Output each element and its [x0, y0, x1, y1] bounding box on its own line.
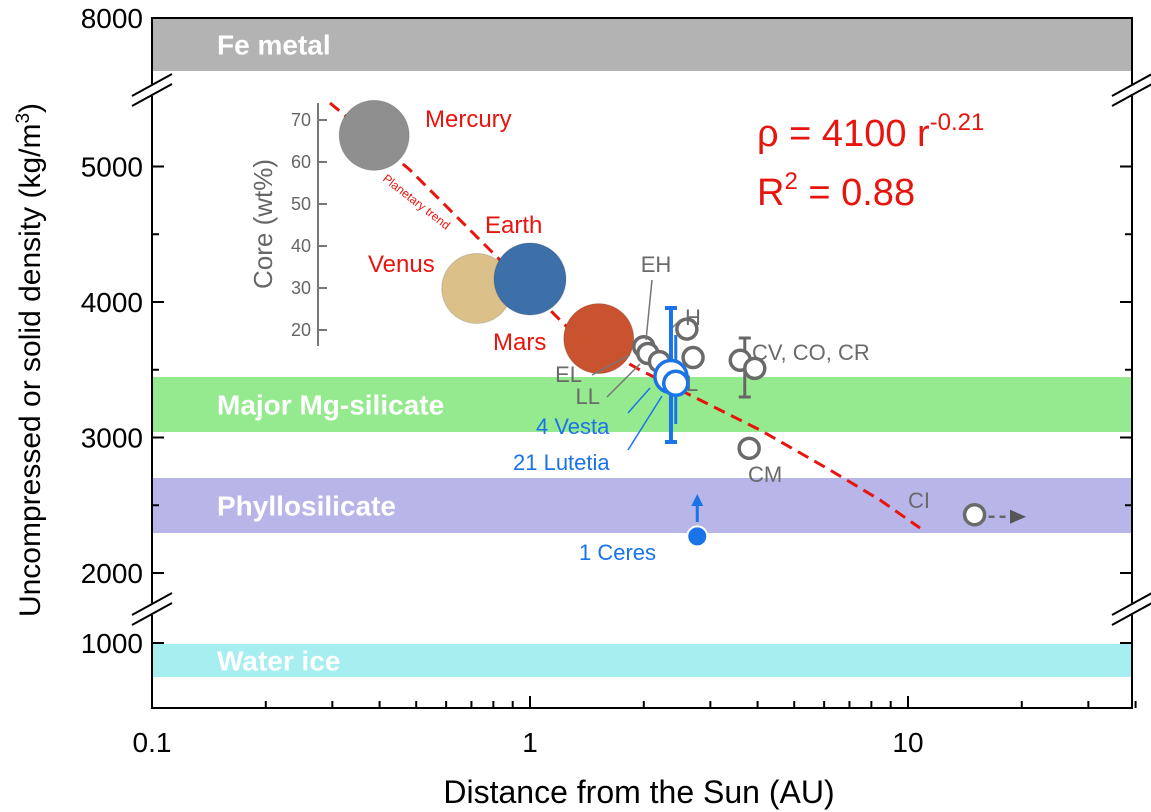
axis-break-gap — [148, 603, 156, 615]
x-tick-label: 1 — [522, 727, 538, 758]
band-label-0: Fe metal — [217, 30, 331, 61]
meteorite-label: CV, CO, CR — [752, 340, 870, 365]
meteorite-label: L — [686, 371, 698, 396]
svg-text:ρ = 4100 r-0.21: ρ = 4100 r-0.21 — [757, 109, 984, 155]
core-tick-label: 30 — [291, 278, 311, 298]
asteroid-leader — [627, 387, 651, 414]
asteroid-label: 21 Lutetia — [513, 450, 610, 475]
core-tick-label: 50 — [291, 194, 311, 214]
planet-mercury — [338, 99, 410, 171]
meteorite-label: LL — [576, 384, 600, 409]
axis-break-mark — [1111, 73, 1151, 97]
x-tick-label: 10 — [892, 727, 923, 758]
planet-label-earth: Earth — [485, 212, 542, 239]
axis-break-mark — [1111, 83, 1151, 107]
plot-frame — [151, 17, 1133, 709]
band-0 — [152, 18, 1132, 71]
meteorite-leader — [591, 354, 631, 376]
meteorite-leader — [645, 279, 653, 341]
axis-break-mark — [131, 73, 173, 97]
meteorite-h — [675, 317, 699, 341]
planet-mars — [563, 303, 635, 375]
asteroid-ceres — [686, 525, 709, 548]
band-label-3: Water ice — [217, 646, 340, 677]
y-tick-label: 4000 — [81, 287, 143, 318]
ci-arrow-head — [1010, 509, 1026, 524]
x-axis-label: Distance from the Sun (AU) — [443, 774, 834, 810]
y-tick-label: 3000 — [81, 423, 143, 454]
core-tick-label: 60 — [291, 152, 311, 172]
asteroid-label: 4 Vesta — [536, 414, 610, 439]
core-tick-label: 70 — [291, 110, 311, 130]
y-tick-label: 8000 — [81, 3, 143, 34]
meteorite-l — [681, 345, 705, 370]
meteorite-leader — [606, 363, 641, 398]
asteroid-lutetia — [662, 369, 690, 398]
core-axis-label: Core (wt%) — [248, 159, 278, 289]
meteorite-label: EL — [555, 362, 582, 387]
axis-break-gap — [1128, 84, 1136, 96]
core-inset: 70 60 50 40 30 20 Core (wt%) — [248, 103, 327, 346]
band-label-2: Phyllosilicate — [217, 491, 396, 522]
y-tick-label: 2000 — [81, 558, 143, 589]
axis-break-gap — [1128, 603, 1136, 615]
axis-break-mark — [1111, 602, 1151, 626]
trend-label: Planetary trend — [380, 171, 453, 232]
core-tick-label: 20 — [291, 320, 311, 340]
ceres-arrow-head — [691, 494, 704, 506]
fit-equation: ρ = 4100 r-0.21 R2 = 0.88 — [757, 109, 984, 214]
meteorite-label: CM — [748, 462, 782, 487]
asteroid-label: 1 Ceres — [579, 540, 656, 565]
band-3 — [152, 644, 1132, 677]
axis-break-mark — [131, 602, 173, 626]
planet-label-venus: Venus — [368, 251, 435, 278]
x-tick-label: 0.1 — [133, 727, 172, 758]
axis-break-mark — [131, 592, 173, 616]
core-tick-label: 40 — [291, 236, 311, 256]
svg-text:R2 = 0.88: R2 = 0.88 — [757, 168, 915, 214]
band-label-1: Major Mg-silicate — [217, 390, 444, 421]
meteorite-label: EH — [641, 252, 672, 277]
meteorite-label: H — [685, 305, 701, 330]
meteorite-cm — [737, 436, 761, 461]
meteorite-leader — [671, 319, 681, 329]
planet-label-mars: Mars — [493, 329, 546, 356]
axis-break-gap — [148, 84, 156, 96]
meteorite-ci — [962, 502, 987, 527]
axis-break-mark — [131, 83, 173, 107]
planet-earth — [493, 242, 567, 316]
y-tick-label: 5000 — [81, 152, 143, 183]
y-axis-label: Uncompressed or solid density (kg/m3) — [13, 103, 47, 617]
band-1 — [152, 377, 1132, 432]
y-tick-label: 1000 — [81, 628, 143, 659]
planet-label-mercury: Mercury — [425, 106, 512, 133]
meteorite-label: CI — [908, 488, 930, 513]
asteroid-leader — [627, 395, 663, 451]
axis-break-mark — [1111, 592, 1151, 616]
meteorite-cr — [743, 356, 767, 381]
